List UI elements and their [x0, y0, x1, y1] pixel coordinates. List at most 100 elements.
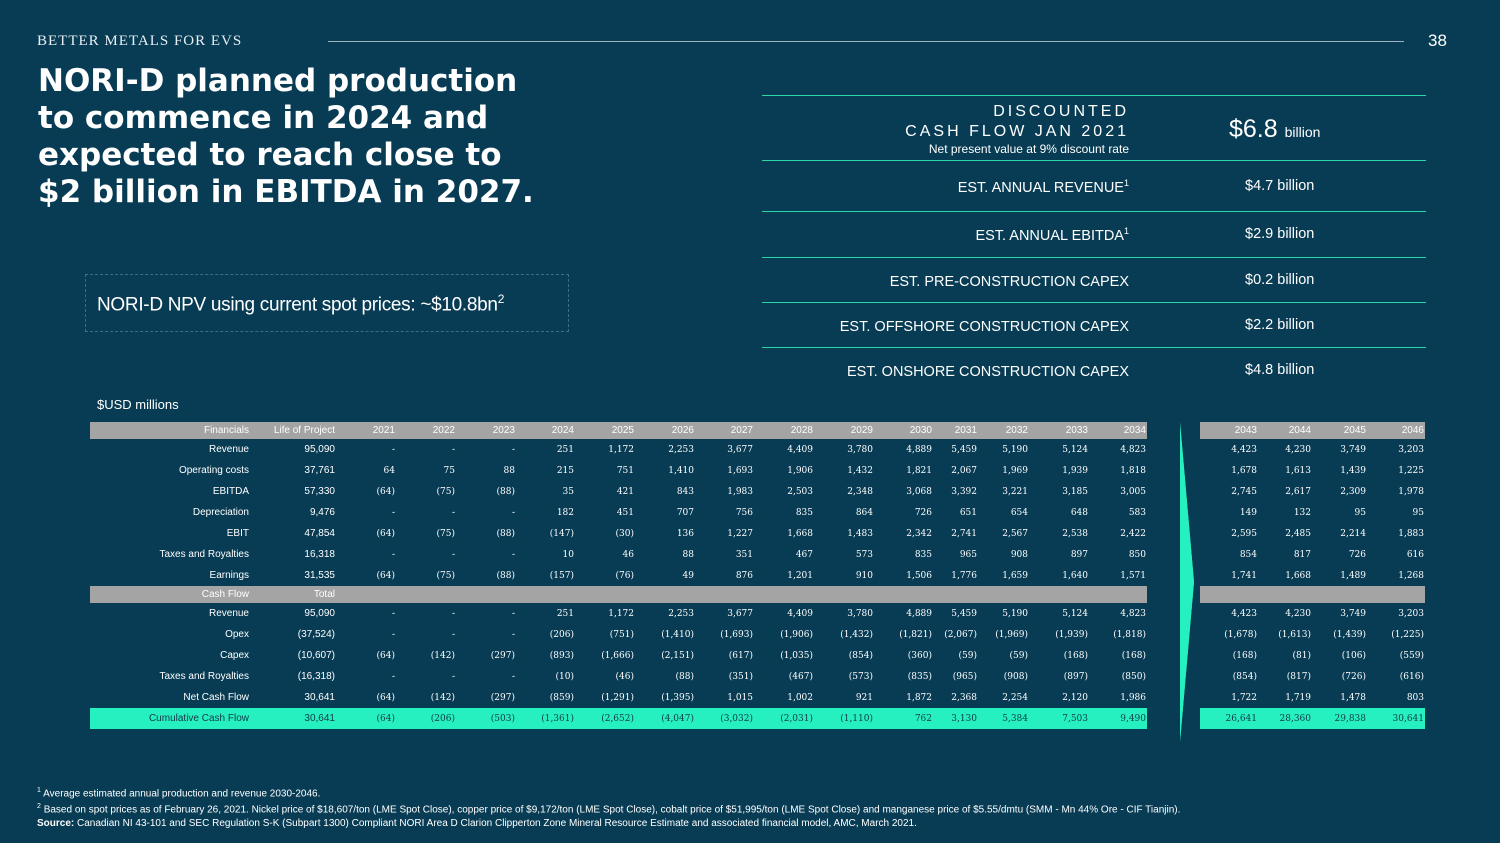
- year-cell: (2,031): [754, 708, 814, 729]
- metrics-divider: [762, 347, 1426, 348]
- year-cell: 251: [556, 608, 574, 619]
- year-cell: 2,067: [951, 465, 977, 476]
- year-cell: 1,693: [727, 465, 753, 476]
- footnote-2: 2 Based on spot prices as of February 26…: [37, 803, 1181, 816]
- year-cell: 3,005: [1120, 486, 1146, 497]
- year-cell: 897: [1070, 549, 1088, 560]
- year-cell: (64): [376, 692, 395, 703]
- year-cell: (817): [1286, 671, 1311, 682]
- total-cell: 31,535: [304, 570, 335, 581]
- year-cell: 1,432: [847, 465, 873, 476]
- year-cell: (1,035): [780, 650, 813, 661]
- year-cell: -: [451, 444, 455, 455]
- year-cell: [1200, 586, 1258, 603]
- metric-label: EST. ONSHORE CONSTRUCTION CAPEX: [847, 363, 1129, 380]
- table-row: Opex (37,524) - - - (206) (751) (1,410) (1,693) (…: [90, 624, 1425, 645]
- year-cell: 5,459: [951, 608, 977, 619]
- year-cell: (206): [549, 629, 574, 640]
- year-cell: (75): [436, 570, 455, 581]
- year-cell: 2026: [635, 422, 695, 439]
- year-cell: 88: [682, 549, 694, 560]
- year-cell: 2032: [978, 422, 1029, 439]
- year-cell: 3,068: [906, 486, 932, 497]
- year-cell: 1,776: [951, 570, 977, 581]
- year-cell: 1,268: [1398, 570, 1424, 581]
- year-cell: 149: [1239, 507, 1257, 518]
- year-cell: (1,678): [1224, 629, 1257, 640]
- year-cell: 2,538: [1062, 528, 1088, 539]
- year-cell: 850: [1128, 549, 1146, 560]
- row-label: Taxes and Royalties: [159, 549, 250, 560]
- year-cell: 1,818: [1120, 465, 1146, 476]
- year-cell: 654: [1010, 507, 1028, 518]
- year-cell: 651: [959, 507, 977, 518]
- year-cell: [336, 586, 396, 603]
- year-cell: 451: [616, 507, 634, 518]
- year-cell: (1,818): [1113, 629, 1146, 640]
- year-cell: 1,983: [727, 486, 753, 497]
- year-cell: (297): [490, 692, 515, 703]
- year-cell: -: [511, 671, 515, 682]
- year-cell: -: [451, 671, 455, 682]
- year-cell: (88): [496, 528, 515, 539]
- year-cell: 2,253: [668, 444, 694, 455]
- year-cell: (859): [549, 692, 574, 703]
- metric-value: $4.8 billion: [1245, 362, 1315, 378]
- year-cell: [635, 586, 695, 603]
- year-cell: 88: [503, 465, 515, 476]
- year-cell: 2,485: [1285, 528, 1311, 539]
- year-cell: 756: [735, 507, 753, 518]
- year-cell: 467: [795, 549, 813, 560]
- year-cell: 1,172: [608, 608, 634, 619]
- page-number: 38: [1428, 31, 1447, 50]
- year-cell: 1,227: [727, 528, 753, 539]
- year-cell: 1,668: [787, 528, 813, 539]
- total-cell: 30,641: [250, 708, 336, 729]
- year-cell: 64: [383, 465, 395, 476]
- year-cell: 2,741: [951, 528, 977, 539]
- year-cell: 29,838: [1312, 708, 1367, 729]
- year-cell: (168): [1121, 650, 1146, 661]
- year-cell: 4,823: [1120, 608, 1146, 619]
- metric-label: EST. PRE-CONSTRUCTION CAPEX: [889, 273, 1129, 290]
- year-cell: (854): [848, 650, 873, 661]
- row-label: EBIT: [226, 528, 249, 539]
- year-cell: 5,190: [1002, 608, 1028, 619]
- year-cell: [396, 586, 456, 603]
- header-divider: [328, 41, 1404, 42]
- year-cell: 4,409: [787, 608, 813, 619]
- year-cell: -: [391, 629, 395, 640]
- row-label: Taxes and Royalties: [159, 671, 250, 682]
- year-cell: 762: [874, 708, 933, 729]
- year-cell: (2,067): [944, 629, 977, 640]
- year-cell: 3,677: [727, 608, 753, 619]
- year-cell: 1,872: [906, 692, 932, 703]
- year-cell: -: [511, 549, 515, 560]
- total-cell: 57,330: [304, 486, 335, 497]
- year-cell: 5,124: [1062, 444, 1088, 455]
- year-cell: 7,503: [1029, 708, 1089, 729]
- year-cell: 2031: [933, 422, 978, 439]
- table-row: Financials Life of Project 2021 2022 2023 202…: [90, 422, 1425, 439]
- continuation-arrow: [1180, 422, 1194, 742]
- year-cell: [814, 586, 874, 603]
- year-cell: (3,032): [695, 708, 754, 729]
- year-cell: (10): [555, 671, 574, 682]
- year-cell: [1089, 586, 1147, 603]
- year-cell: (168): [1232, 650, 1257, 661]
- year-cell: 2025: [575, 422, 635, 439]
- year-cell: (360): [907, 650, 932, 661]
- year-cell: [575, 586, 635, 603]
- arrow-body: [1180, 422, 1194, 742]
- year-cell: 1,225: [1398, 465, 1424, 476]
- footnote-1: 1 Average estimated annual production an…: [37, 787, 321, 800]
- row-label: Capex: [220, 650, 249, 661]
- year-cell: (88): [496, 486, 515, 497]
- table-row: EBIT 47,854 (64) (75) (88) (147) (30) 136 1,227 1…: [90, 523, 1425, 544]
- year-cell: 2029: [814, 422, 874, 439]
- year-cell: -: [451, 549, 455, 560]
- row-label: Cash Flow: [90, 586, 250, 603]
- year-cell: 751: [616, 465, 634, 476]
- year-cell: (2,652): [575, 708, 635, 729]
- year-cell: (75): [436, 528, 455, 539]
